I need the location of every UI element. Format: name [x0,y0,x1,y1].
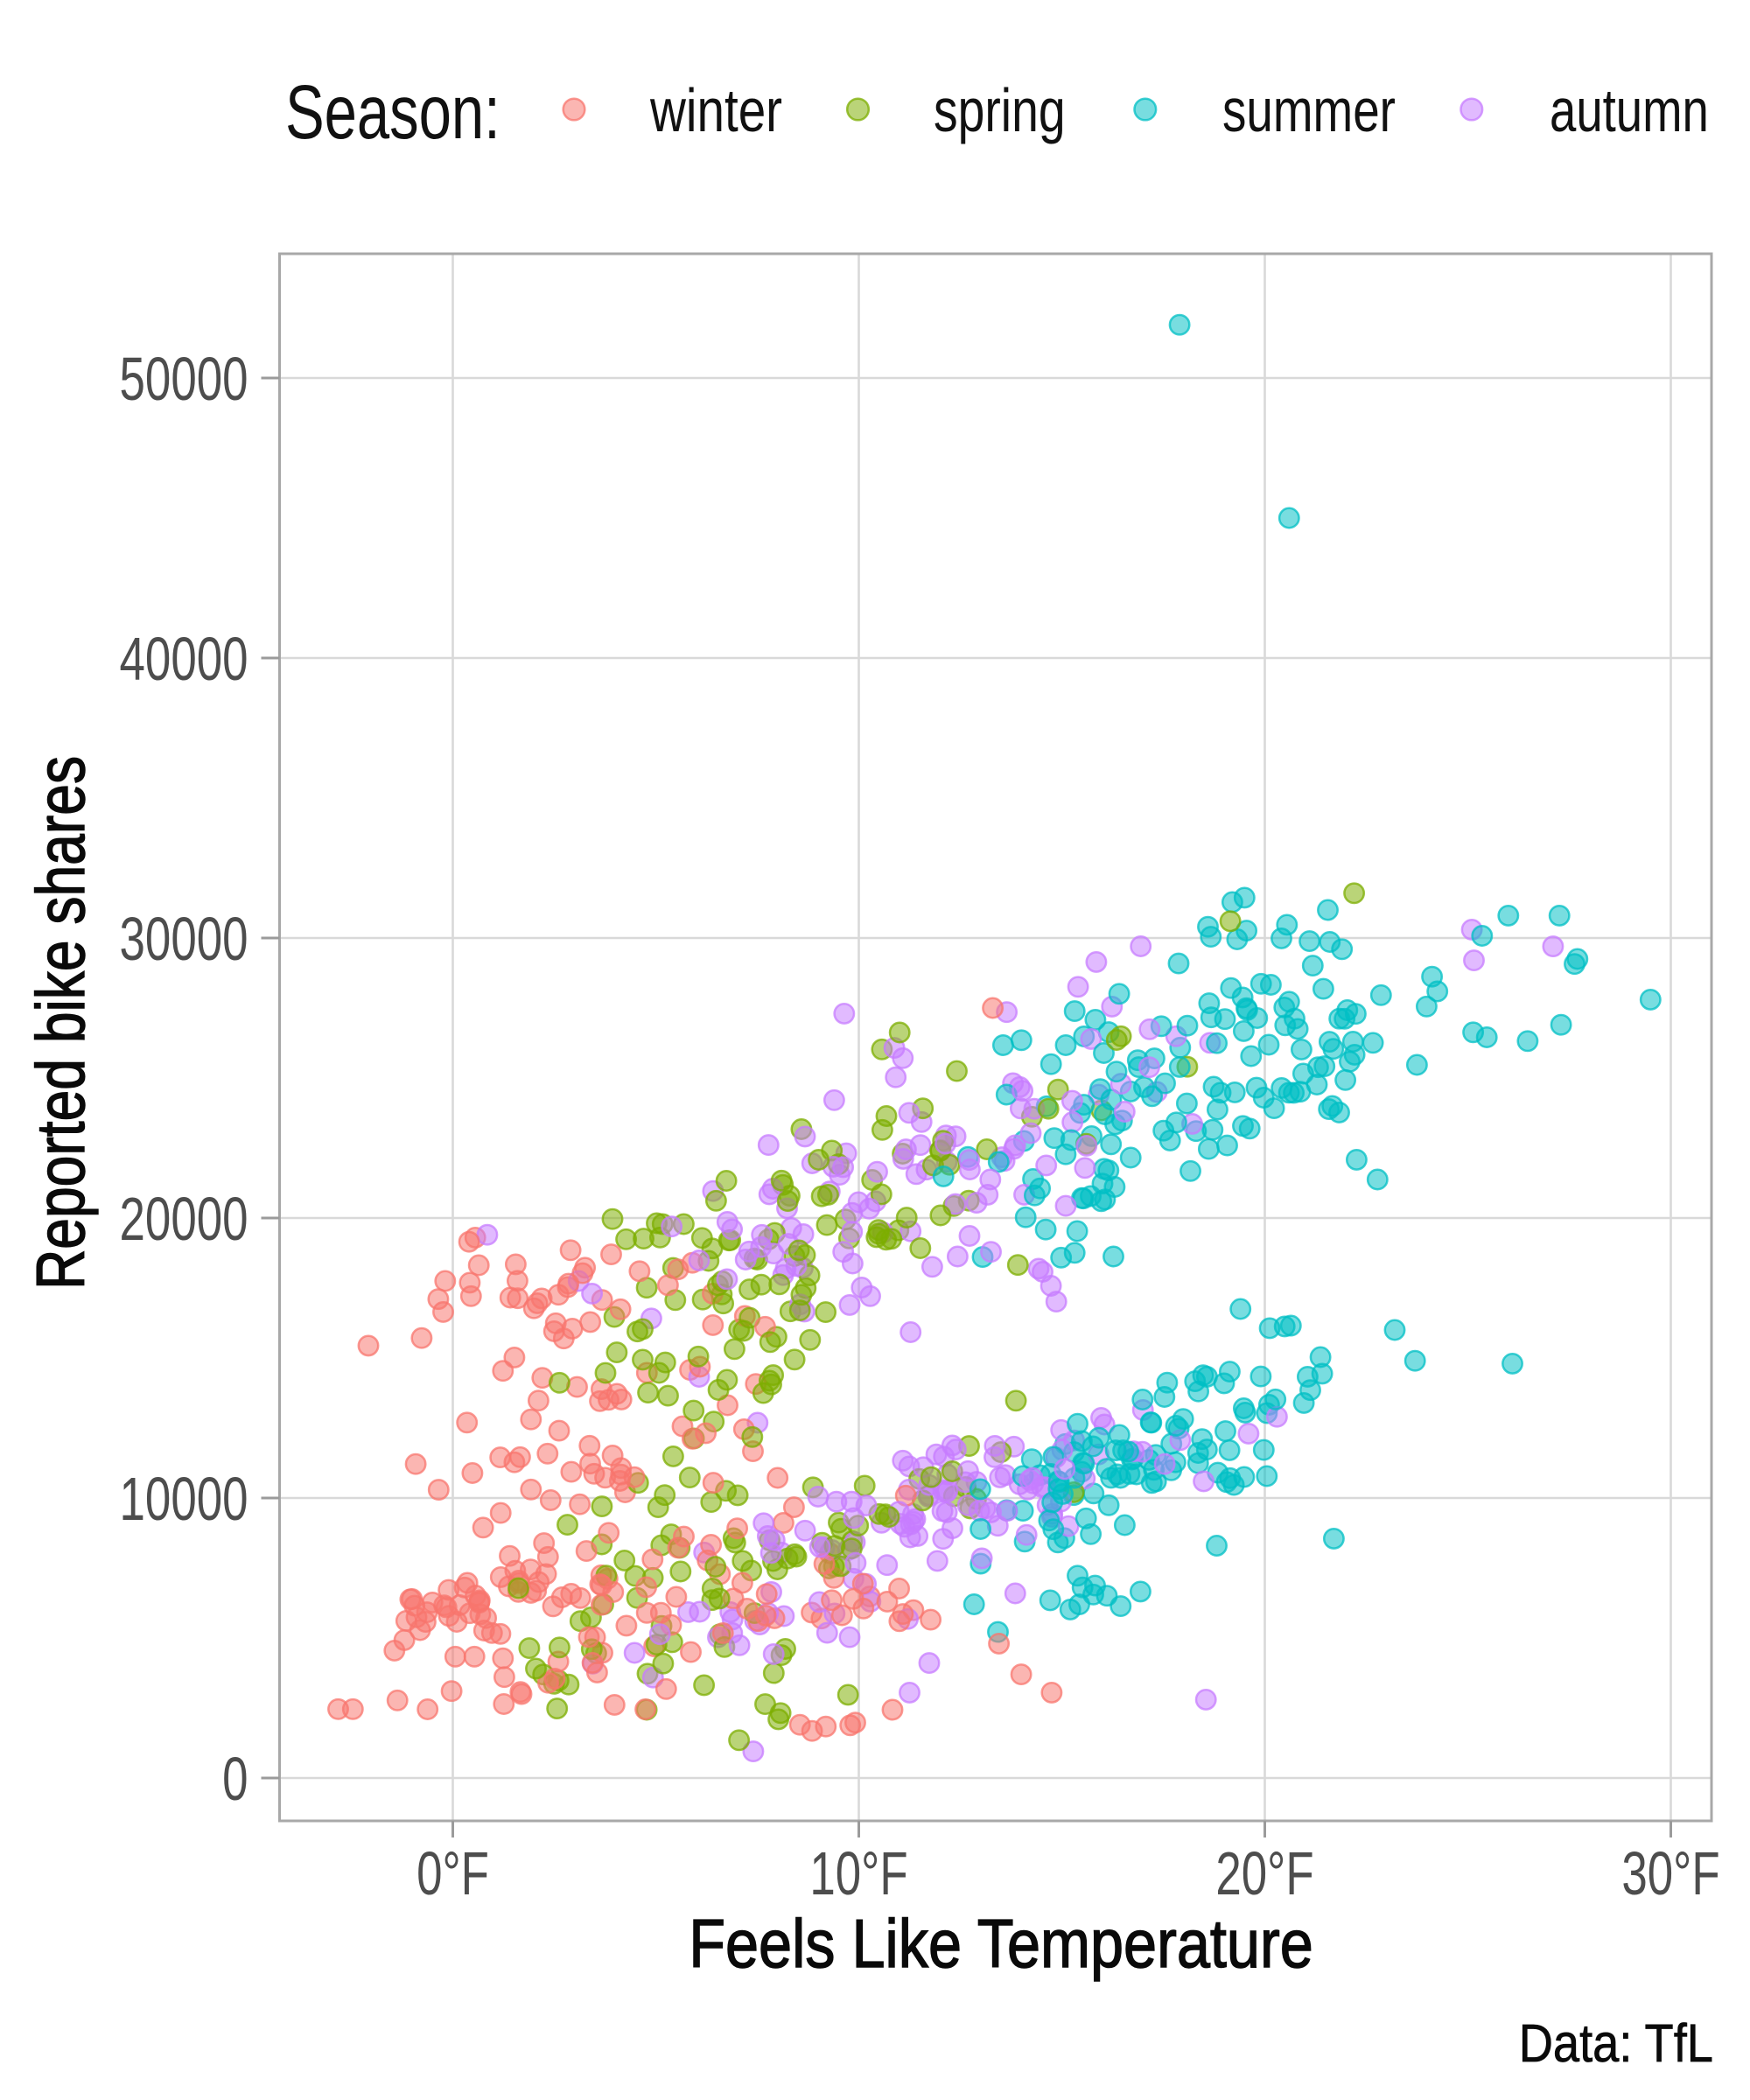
svg-text:0°F: 0°F [416,1840,489,1908]
svg-text:50000: 50000 [120,346,248,414]
svg-text:40000: 40000 [120,626,248,694]
svg-text:20°F: 20°F [1215,1840,1313,1908]
svg-text:30°F: 30°F [1621,1840,1719,1908]
svg-text:winter: winter [649,76,782,144]
svg-text:20000: 20000 [120,1186,248,1254]
svg-text:summer: summer [1222,77,1396,145]
svg-text:autumn: autumn [1550,77,1709,145]
svg-text:30000: 30000 [120,906,248,974]
svg-text:Reported bike shares: Reported bike shares [23,756,99,1290]
svg-text:10°F: 10°F [809,1840,907,1908]
svg-text:Season:: Season: [285,71,500,155]
svg-text:spring: spring [934,77,1066,145]
svg-text:10000: 10000 [120,1466,248,1534]
svg-text:0: 0 [222,1746,248,1814]
svg-text:Feels Like Temperature: Feels Like Temperature [689,1906,1313,1982]
svg-text:Data: TfL: Data: TfL [1519,2014,1713,2074]
